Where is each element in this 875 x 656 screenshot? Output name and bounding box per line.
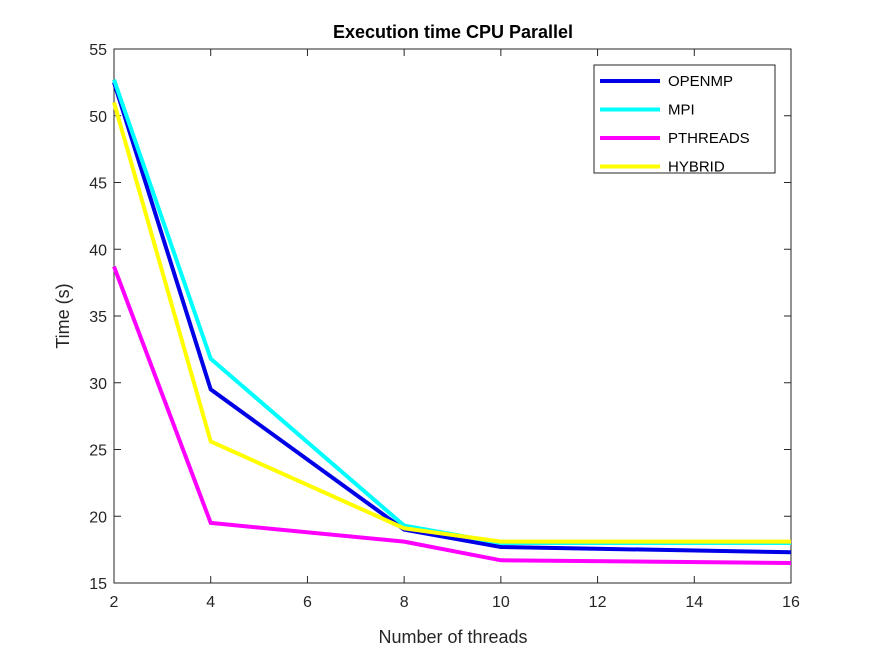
y-tick-label: 25 <box>89 443 107 460</box>
x-tick-label: 16 <box>782 594 800 611</box>
x-tick-label: 8 <box>400 594 409 611</box>
y-tick-label: 15 <box>89 576 107 593</box>
axis-ticks: 2 4 6 8 10 12 14 16 15 20 25 30 35 40 45 50 55 <box>89 42 800 611</box>
y-tick-label: 40 <box>89 242 107 259</box>
legend: OPENMP MPI PTHREADS HYBRID <box>593 64 776 176</box>
x-tick-label: 4 <box>206 594 215 611</box>
series-group <box>112 79 792 565</box>
x-tick-label: 10 <box>492 594 510 611</box>
y-tick-label: 55 <box>89 42 107 59</box>
y-tick-label: 30 <box>89 376 107 393</box>
series-line-hybrid <box>112 101 791 544</box>
y-tick-label: 20 <box>89 509 107 526</box>
legend-label-hybrid: HYBRID <box>668 159 725 176</box>
legend-label-pthreads: PTHREADS <box>668 130 750 147</box>
legend-label-openmp: OPENMP <box>668 73 733 90</box>
y-tick-label: 35 <box>89 309 107 326</box>
x-tick-label: 2 <box>110 594 119 611</box>
y-tick-label: 50 <box>89 109 107 126</box>
chart-title: Execution time CPU Parallel <box>333 22 573 42</box>
series-line-pthreads <box>112 265 792 565</box>
x-tick-label: 6 <box>303 594 312 611</box>
x-axis-label: Number of threads <box>378 627 527 647</box>
x-tick-label: 14 <box>685 594 703 611</box>
y-axis-label: Time (s) <box>53 283 73 348</box>
legend-label-mpi: MPI <box>668 102 695 119</box>
y-tick-label: 45 <box>89 176 107 193</box>
x-tick-label: 12 <box>589 594 607 611</box>
